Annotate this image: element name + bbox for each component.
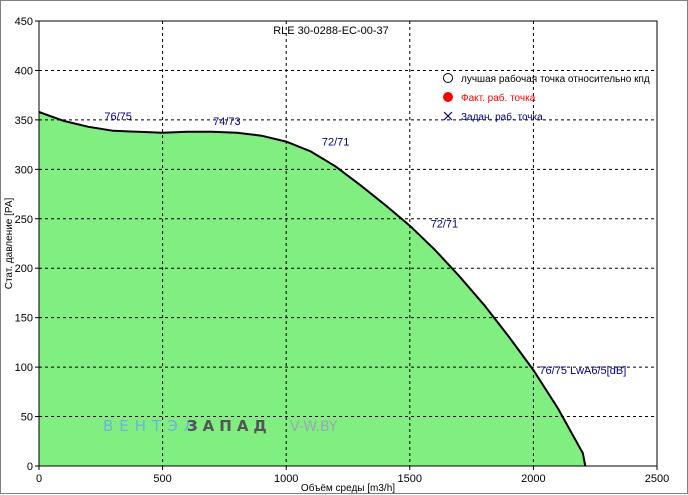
y-axis-label: Стат. давление [PA] xyxy=(4,198,15,290)
watermark-text: ЗАПАД xyxy=(187,417,272,435)
legend-entry-label: Факт. раб. точка xyxy=(461,92,536,104)
actual-point-marker-icon xyxy=(443,92,453,102)
best-point-marker-icon xyxy=(443,73,453,83)
chart-title: RLE 30-0288-EC-00-37 xyxy=(273,25,389,37)
x-tick-label: 1500 xyxy=(398,473,422,485)
y-tick-label: 200 xyxy=(15,263,33,275)
target-point-marker-icon xyxy=(443,111,453,121)
operating-area-fill xyxy=(39,112,586,466)
efficiency-label: 74/73 xyxy=(213,116,241,128)
efficiency-label: 72/71 xyxy=(431,219,459,231)
x-tick-label: 2000 xyxy=(521,473,545,485)
x-tick-label: 500 xyxy=(153,473,171,485)
x-axis-label: Объём среды [m3/h] xyxy=(301,482,395,494)
watermark-text: ВЕНТЭЛ xyxy=(103,417,201,435)
y-tick-label: 50 xyxy=(21,412,33,424)
efficiency-label: 76/75 LwA6/5[dB] xyxy=(539,365,626,377)
y-tick-label: 300 xyxy=(15,164,33,176)
pressure-curve-line xyxy=(38,111,587,467)
y-tick-label: 450 xyxy=(15,16,33,28)
x-tick-label: 2500 xyxy=(645,473,669,485)
y-tick-label: 250 xyxy=(15,214,33,226)
efficiency-label: 76/75 xyxy=(104,111,132,123)
plot-border xyxy=(38,20,658,467)
y-tick-label: 150 xyxy=(15,313,33,325)
y-tick-label: 100 xyxy=(15,362,33,374)
y-tick-label: 350 xyxy=(15,115,33,127)
x-tick-label: 0 xyxy=(36,473,42,485)
x-tick-label: 1000 xyxy=(274,473,298,485)
legend-entry-label: Задан. раб. точка xyxy=(461,111,543,123)
watermark-text: V-W.BY xyxy=(290,419,338,435)
legend-entry-label: лучшая рабочая точка относительно кпд xyxy=(461,73,650,85)
y-tick-label: 0 xyxy=(27,461,33,473)
efficiency-label: 72/71 xyxy=(322,137,350,149)
y-tick-label: 400 xyxy=(15,65,33,77)
